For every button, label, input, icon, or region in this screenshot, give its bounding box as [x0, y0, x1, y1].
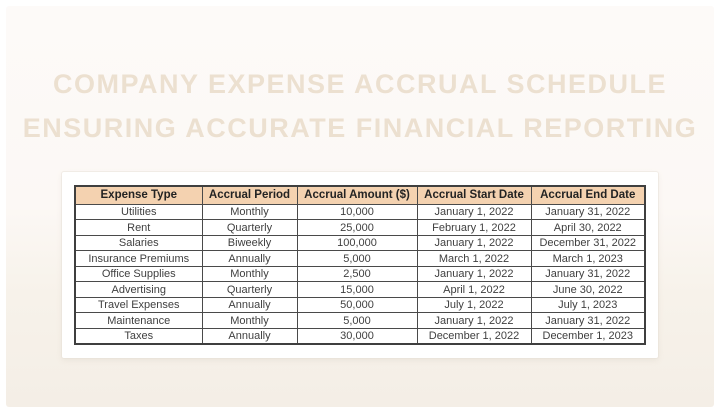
page-canvas: COMPANY EXPENSE ACCRUAL SCHEDULE ENSURIN… — [6, 6, 714, 407]
table-cell: July 1, 2023 — [530, 296, 646, 314]
page-title: COMPANY EXPENSE ACCRUAL SCHEDULE ENSURIN… — [6, 62, 714, 150]
table-cell: June 30, 2022 — [530, 281, 646, 298]
table-cell: Annually — [201, 250, 298, 267]
table-cell: Utilities — [74, 203, 203, 221]
table-cell: 100,000 — [296, 234, 418, 252]
table-cell: Monthly — [201, 265, 298, 283]
table-cell: Quarterly — [201, 281, 298, 298]
table-cell: 50,000 — [296, 296, 418, 314]
table-cell: 5,000 — [296, 312, 418, 329]
table-cell: Maintenance — [74, 312, 203, 329]
table-row: Office Supplies Monthly 2,500 January 1,… — [74, 265, 646, 283]
table-header-row: Expense Type Accrual Period Accrual Amou… — [74, 185, 646, 205]
table-row: Insurance Premiums Annually 5,000 March … — [74, 250, 646, 267]
table-row: Advertising Quarterly 15,000 April 1, 20… — [74, 281, 646, 298]
page-title-line-1: COMPANY EXPENSE ACCRUAL SCHEDULE — [52, 69, 668, 99]
table-cell: 25,000 — [296, 219, 418, 236]
table-cell: January 31, 2022 — [530, 312, 646, 329]
table-cell: Biweekly — [201, 234, 298, 252]
table-cell: Quarterly — [201, 219, 298, 236]
column-header-accrual-period: Accrual Period — [201, 185, 298, 205]
table-cell: January 1, 2022 — [416, 234, 532, 252]
table-cell: January 31, 2022 — [530, 265, 646, 283]
table-cell: March 1, 2022 — [416, 250, 532, 267]
table-cell: Monthly — [201, 203, 298, 221]
table-row: Taxes Annually 30,000 December 1, 2022 D… — [74, 327, 646, 345]
table-cell: January 1, 2022 — [416, 203, 532, 221]
table-cell: December 31, 2022 — [530, 234, 646, 252]
table-cell: Insurance Premiums — [74, 250, 203, 267]
table-cell: February 1, 2022 — [416, 219, 532, 236]
column-header-accrual-end-date: Accrual End Date — [530, 185, 646, 205]
table-cell: January 1, 2022 — [416, 312, 532, 329]
column-header-expense-type: Expense Type — [74, 185, 203, 205]
table-row: Salaries Biweekly 100,000 January 1, 202… — [74, 234, 646, 252]
table-cell: Taxes — [74, 327, 203, 345]
table-row: Travel Expenses Annually 50,000 July 1, … — [74, 296, 646, 314]
expense-accrual-table: Expense Type Accrual Period Accrual Amou… — [74, 184, 646, 346]
table-cell: March 1, 2023 — [530, 250, 646, 267]
table-cell: 2,500 — [296, 265, 418, 283]
table-cell: Travel Expenses — [74, 296, 203, 314]
table-cell: January 31, 2022 — [530, 203, 646, 221]
table-row: Rent Quarterly 25,000 February 1, 2022 A… — [74, 219, 646, 236]
page-title-line-2: ENSURING ACCURATE FINANCIAL REPORTING — [22, 113, 698, 143]
column-header-accrual-start-date: Accrual Start Date — [416, 185, 532, 205]
column-header-accrual-amount: Accrual Amount ($) — [296, 185, 418, 205]
table-row: Maintenance Monthly 5,000 January 1, 202… — [74, 312, 646, 329]
table-cell: April 30, 2022 — [530, 219, 646, 236]
table-cell: July 1, 2022 — [416, 296, 532, 314]
table-cell: December 1, 2022 — [416, 327, 532, 345]
table-cell: Advertising — [74, 281, 203, 298]
table-cell: 30,000 — [296, 327, 418, 345]
table-cell: Rent — [74, 219, 203, 236]
table-cell: Salaries — [74, 234, 203, 252]
table-cell: Annually — [201, 296, 298, 314]
table-cell: Annually — [201, 327, 298, 345]
table-cell: December 1, 2023 — [530, 327, 646, 345]
table-cell: 10,000 — [296, 203, 418, 221]
table-cell: 5,000 — [296, 250, 418, 267]
table-card: Expense Type Accrual Period Accrual Amou… — [62, 172, 658, 358]
table-cell: January 1, 2022 — [416, 265, 532, 283]
table-cell: Monthly — [201, 312, 298, 329]
table-cell: Office Supplies — [74, 265, 203, 283]
table-cell: 15,000 — [296, 281, 418, 298]
table-row: Utilities Monthly 10,000 January 1, 2022… — [74, 203, 646, 221]
table-cell: April 1, 2022 — [416, 281, 532, 298]
